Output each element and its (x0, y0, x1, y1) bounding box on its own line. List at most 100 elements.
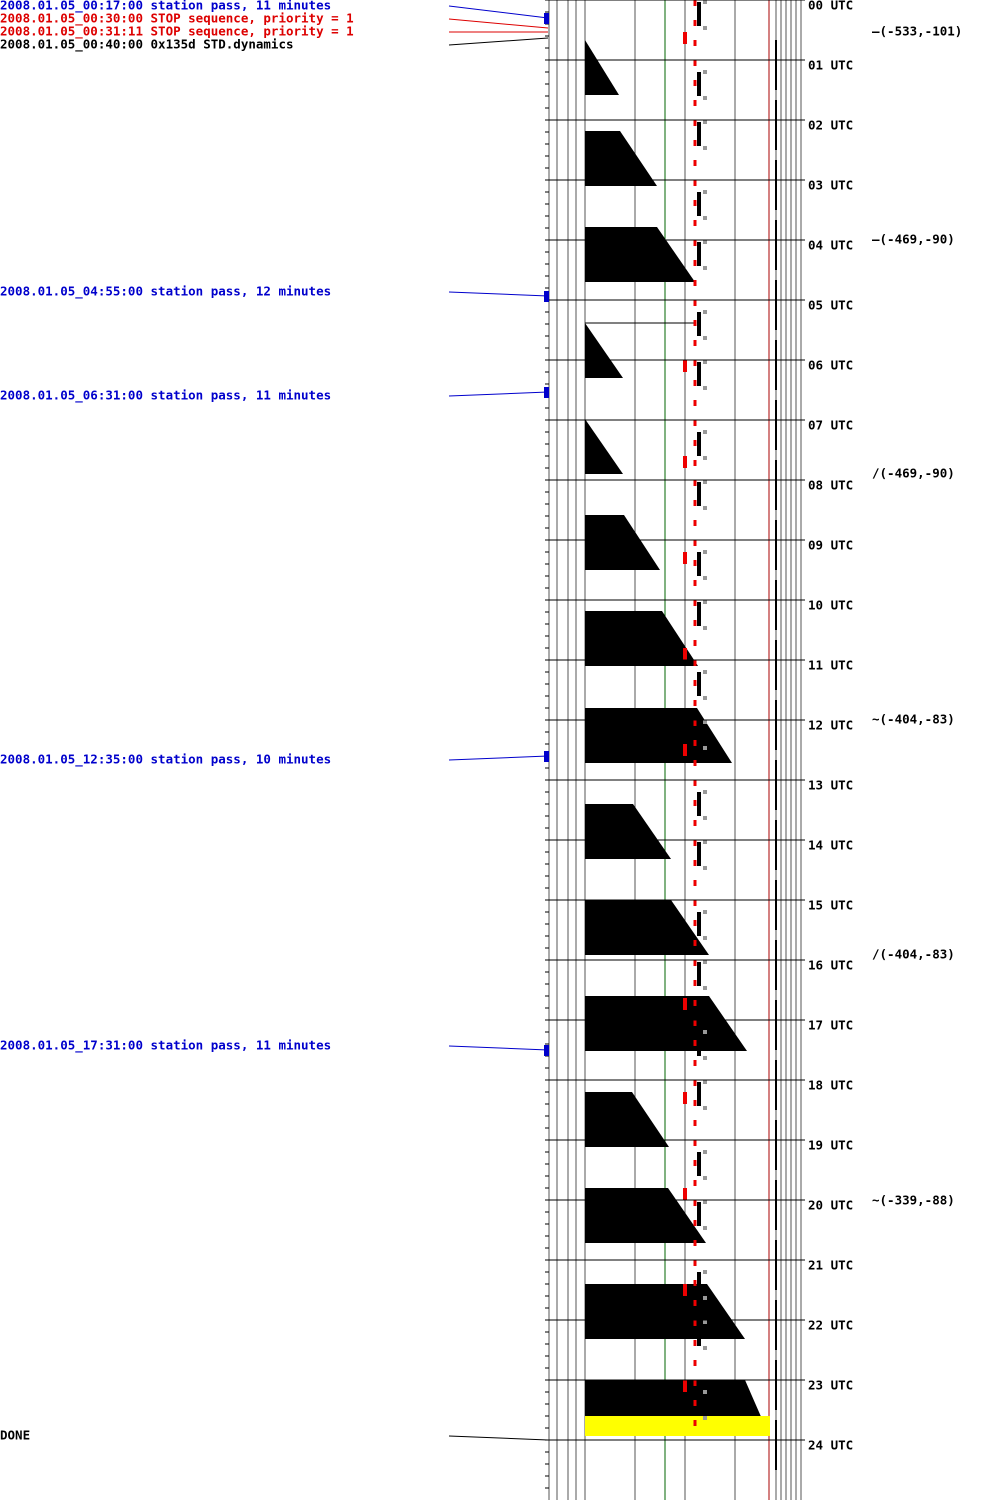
event-label: 2008.01.05_00:31:11 STOP sequence, prior… (0, 24, 354, 40)
marker (703, 670, 707, 674)
hour-label: 03 UTC (808, 178, 853, 193)
marker (703, 576, 707, 580)
event-connector (448, 1435, 549, 1441)
marker (703, 480, 707, 484)
hour-label: 19 UTC (808, 1138, 853, 1153)
activity-block (585, 419, 623, 474)
activity-block (585, 804, 671, 859)
hour-label: 00 UTC (808, 0, 853, 13)
marker (703, 1320, 707, 1324)
hour-label: 14 UTC (808, 838, 853, 853)
hour-label: 05 UTC (808, 298, 853, 313)
marker (703, 1200, 707, 1204)
marker (703, 986, 707, 990)
fill-block (585, 1416, 770, 1436)
marker (703, 960, 707, 964)
hour-label: 15 UTC (808, 898, 853, 913)
event-label: 2008.01.05_00:40:00 0x135d STD.dynamics (0, 37, 294, 53)
marker (703, 146, 707, 150)
event-label: 2008.01.05_04:55:00 station pass, 12 min… (0, 284, 331, 300)
marker (697, 362, 701, 386)
marker (703, 216, 707, 220)
marker (703, 816, 707, 820)
activity-block (585, 1284, 745, 1339)
event-label: 2008.01.05_06:31:00 station pass, 11 min… (0, 388, 331, 404)
marker (703, 386, 707, 390)
marker (703, 1056, 707, 1060)
marker (697, 122, 701, 146)
marker (703, 1176, 707, 1180)
marker (703, 1226, 707, 1230)
red-marker (683, 456, 687, 468)
red-marker (683, 1380, 687, 1392)
red-marker (683, 998, 687, 1010)
activity-block (585, 40, 619, 95)
marker (697, 962, 701, 986)
hour-label: 09 UTC (808, 538, 853, 553)
hour-label: 24 UTC (808, 1438, 853, 1453)
hour-label: 06 UTC (808, 358, 853, 373)
hour-label: 07 UTC (808, 418, 853, 433)
event-connector (448, 1045, 549, 1051)
red-marker (683, 552, 687, 564)
marker (703, 430, 707, 434)
marker (697, 842, 701, 866)
event-connector (448, 37, 549, 46)
marker (697, 672, 701, 696)
marker (703, 550, 707, 554)
marker (703, 240, 707, 244)
hour-label: 01 UTC (808, 58, 853, 73)
annotation: ~(-404,-83) (872, 712, 955, 727)
marker (703, 1416, 707, 1420)
marker (703, 1106, 707, 1110)
hour-label: 13 UTC (808, 778, 853, 793)
marker (703, 1030, 707, 1034)
hour-label: 16 UTC (808, 958, 853, 973)
marker (697, 312, 701, 336)
hour-label: 12 UTC (808, 718, 853, 733)
marker (697, 1392, 701, 1416)
marker (703, 866, 707, 870)
activity-block (585, 323, 623, 378)
event-connector (448, 391, 549, 397)
activity-block (585, 900, 709, 955)
annotation: —(-533,-101) (872, 24, 962, 39)
marker (703, 190, 707, 194)
red-marker (683, 1092, 687, 1104)
marker (703, 1270, 707, 1274)
activity-block (585, 227, 695, 282)
marker (697, 2, 701, 26)
marker (697, 1152, 701, 1176)
marker (703, 70, 707, 74)
marker (703, 0, 707, 4)
marker (703, 26, 707, 30)
event-label: DONE (0, 1428, 30, 1443)
red-marker (683, 744, 687, 756)
activity-block (585, 708, 732, 763)
marker (703, 120, 707, 124)
activity-block (585, 756, 634, 762)
hour-label: 04 UTC (808, 238, 853, 253)
marker (697, 792, 701, 816)
activity-block (585, 996, 747, 1051)
red-marker (683, 1284, 687, 1296)
hour-label: 08 UTC (808, 478, 853, 493)
marker (697, 552, 701, 576)
marker (697, 1322, 701, 1346)
event-marker (544, 387, 549, 398)
marker (697, 1082, 701, 1106)
marker (703, 600, 707, 604)
marker (703, 506, 707, 510)
red-marker (683, 648, 687, 660)
marker (697, 242, 701, 266)
annotation: ~(-339,-88) (872, 1193, 955, 1208)
marker (703, 266, 707, 270)
hour-label: 11 UTC (808, 658, 853, 673)
marker (703, 1390, 707, 1394)
hour-label: 10 UTC (808, 598, 853, 613)
marker (703, 1150, 707, 1154)
event-label: 2008.01.05_00:30:00 STOP sequence, prior… (0, 11, 354, 27)
event-connector (448, 291, 549, 297)
red-marker (683, 1188, 687, 1200)
marker (697, 72, 701, 96)
